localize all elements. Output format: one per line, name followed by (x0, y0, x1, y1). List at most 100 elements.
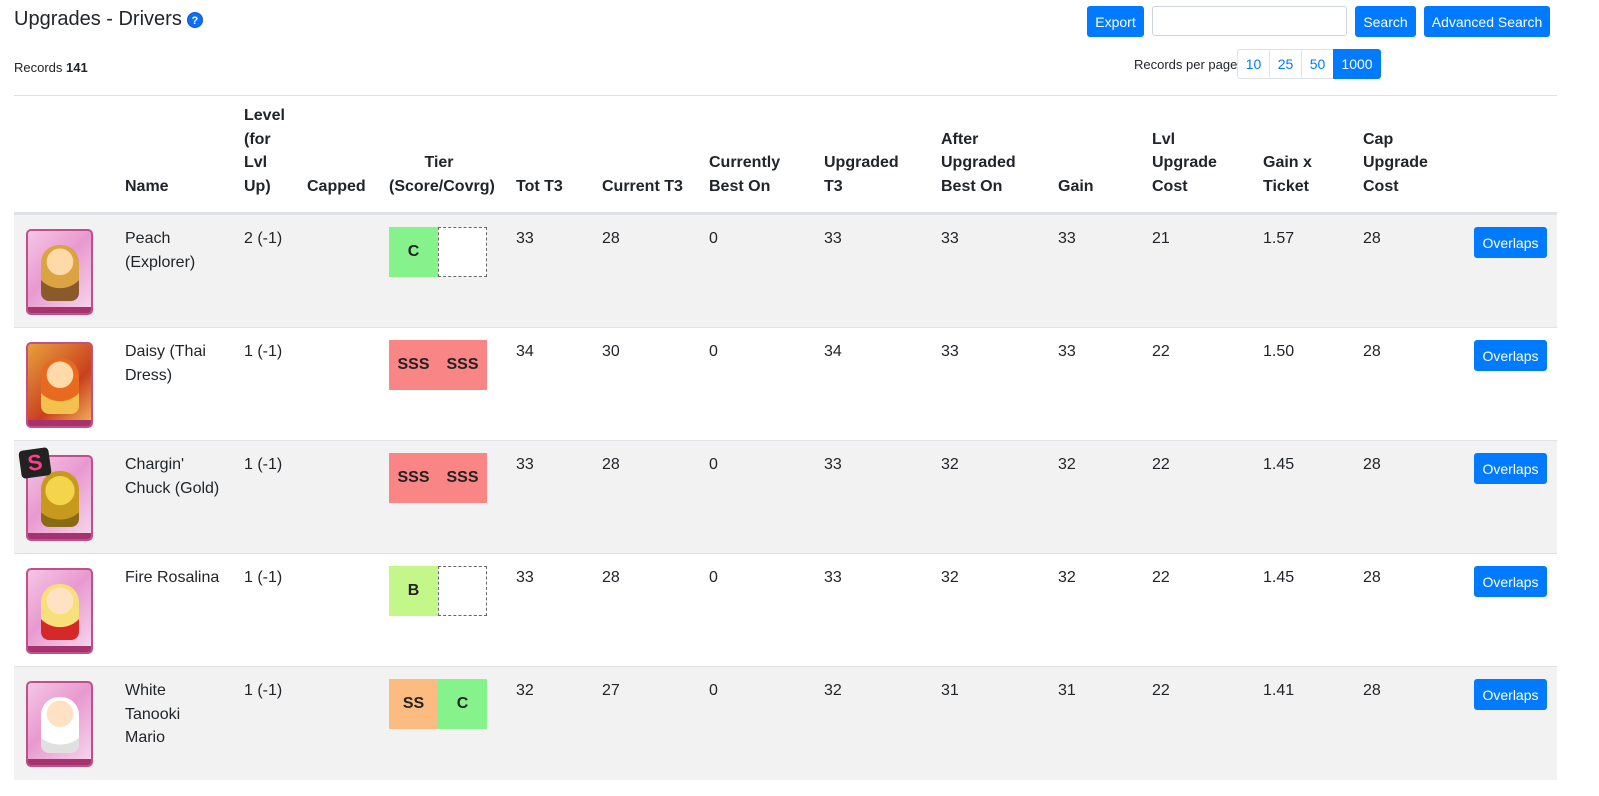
upgraded-t3-value: 33 (824, 569, 842, 586)
s-rank-badge: S (18, 447, 52, 479)
tier-badges: SS C (389, 679, 487, 729)
tot-t3-value: 33 (516, 569, 534, 586)
lvl-cost-value: 22 (1152, 569, 1170, 586)
table-row: Peach (Explorer) 2 (-1) C 33 28 0 33 33 … (14, 214, 1557, 327)
tier-coverage: SSS (438, 453, 487, 503)
tier-coverage: SSS (438, 340, 487, 390)
tier-badges: C (389, 227, 487, 277)
table-header: Name Level (for Lvl Up) Capped Tier (Sco… (14, 96, 1557, 214)
lvl-cost-value: 22 (1152, 456, 1170, 473)
upgraded-t3-value: 33 (824, 230, 842, 247)
page-size-50[interactable]: 50 (1301, 49, 1334, 79)
driver-name: Fire Rosalina (125, 569, 220, 586)
upgraded-t3-value: 32 (824, 682, 842, 699)
col-level[interactable]: Level (for Lvl Up) (244, 107, 285, 195)
gain-x-ticket-value: 1.41 (1263, 682, 1295, 699)
overlaps-button[interactable]: Overlaps (1474, 453, 1547, 484)
lvl-cost-value: 22 (1152, 682, 1170, 699)
tier-score: SSS (389, 453, 438, 503)
cap-cost-value: 28 (1363, 343, 1381, 360)
current-t3-value: 27 (602, 682, 620, 699)
currently-best-on-value: 0 (709, 569, 718, 586)
currently-best-on-value: 0 (709, 343, 718, 360)
col-upgraded-t3[interactable]: Upgraded T3 (824, 154, 899, 195)
gain-value: 33 (1058, 343, 1076, 360)
records-count: Records 141 (14, 60, 88, 75)
cap-cost-value: 28 (1363, 682, 1381, 699)
level-value: 1 (-1) (244, 343, 283, 360)
overlaps-button[interactable]: Overlaps (1474, 340, 1547, 371)
col-cap-upgrade-cost[interactable]: Cap Upgrade Cost (1363, 130, 1428, 195)
level-value: 1 (-1) (244, 682, 283, 699)
col-capped[interactable]: Capped (307, 177, 366, 195)
export-button[interactable]: Export (1087, 6, 1144, 37)
drivers-table: Name Level (for Lvl Up) Capped Tier (Sco… (14, 96, 1557, 780)
current-t3-value: 28 (602, 456, 620, 473)
page-size-selector: 10 25 50 1000 (1237, 49, 1381, 79)
after-best-on-value: 32 (941, 569, 959, 586)
col-tier[interactable]: Tier (Score/Covrg) (389, 154, 495, 195)
driver-name: Peach (Explorer) (125, 230, 196, 271)
tier-badges: SSS SSS (389, 340, 487, 390)
help-icon[interactable]: ? (186, 11, 203, 28)
tier-score: SS (389, 679, 438, 729)
driver-portrait (26, 681, 93, 767)
level-value: 1 (-1) (244, 569, 283, 586)
upgraded-t3-value: 33 (824, 456, 842, 473)
col-after-upgraded-best-on[interactable]: After Upgraded Best On (941, 130, 1016, 195)
page-size-1000[interactable]: 1000 (1333, 49, 1381, 79)
after-best-on-value: 33 (941, 230, 959, 247)
overlaps-button[interactable]: Overlaps (1474, 227, 1547, 258)
driver-portrait (26, 342, 93, 428)
col-currently-best-on[interactable]: Currently Best On (709, 154, 781, 195)
gain-x-ticket-value: 1.45 (1263, 569, 1295, 586)
lvl-cost-value: 22 (1152, 343, 1170, 360)
tier-coverage: C (438, 679, 487, 729)
tier-coverage (438, 566, 487, 616)
col-gain-x-ticket[interactable]: Gain x Ticket (1263, 154, 1312, 195)
overlaps-button[interactable]: Overlaps (1474, 679, 1547, 710)
gain-value: 32 (1058, 569, 1076, 586)
cap-cost-value: 28 (1363, 230, 1381, 247)
level-value: 1 (-1) (244, 456, 283, 473)
tier-badges: SSS SSS (389, 453, 487, 503)
driver-portrait (26, 568, 93, 654)
table-row: Fire Rosalina 1 (-1) B 33 28 0 33 32 32 … (14, 553, 1557, 666)
level-value: 2 (-1) (244, 230, 283, 247)
page-size-25[interactable]: 25 (1269, 49, 1302, 79)
tot-t3-value: 34 (516, 343, 534, 360)
current-t3-value: 30 (602, 343, 620, 360)
tier-badges: B (389, 566, 487, 616)
gain-x-ticket-value: 1.50 (1263, 343, 1295, 360)
gain-value: 32 (1058, 456, 1076, 473)
tier-score: B (389, 566, 438, 616)
driver-portrait (26, 455, 93, 541)
driver-name: White Tanooki Mario (125, 682, 181, 746)
records-count-value: 141 (66, 60, 88, 75)
table-row: Daisy (Thai Dress) 1 (-1) SSS SSS 34 30 … (14, 327, 1557, 440)
after-best-on-value: 31 (941, 682, 959, 699)
tier-score: SSS (389, 340, 438, 390)
overlaps-button[interactable]: Overlaps (1474, 566, 1547, 597)
col-name[interactable]: Name (125, 177, 169, 195)
divider (14, 95, 1557, 96)
advanced-search-button[interactable]: Advanced Search (1424, 6, 1550, 37)
gain-value: 33 (1058, 230, 1076, 247)
gain-x-ticket-value: 1.57 (1263, 230, 1295, 247)
search-input[interactable] (1152, 6, 1347, 36)
records-per-page-label: Records per page (1134, 57, 1238, 72)
upgraded-t3-value: 34 (824, 343, 842, 360)
page-size-10[interactable]: 10 (1237, 49, 1270, 79)
tot-t3-value: 33 (516, 456, 534, 473)
driver-name: Daisy (Thai Dress) (125, 343, 206, 384)
col-gain[interactable]: Gain (1058, 177, 1094, 195)
currently-best-on-value: 0 (709, 456, 718, 473)
gain-value: 31 (1058, 682, 1076, 699)
col-current-t3[interactable]: Current T3 (602, 177, 683, 195)
currently-best-on-value: 0 (709, 682, 718, 699)
col-lvl-upgrade-cost[interactable]: Lvl Upgrade Cost (1152, 130, 1217, 195)
lvl-cost-value: 21 (1152, 230, 1170, 247)
col-tot-t3[interactable]: Tot T3 (516, 177, 563, 195)
tot-t3-value: 33 (516, 230, 534, 247)
search-button[interactable]: Search (1355, 6, 1416, 37)
